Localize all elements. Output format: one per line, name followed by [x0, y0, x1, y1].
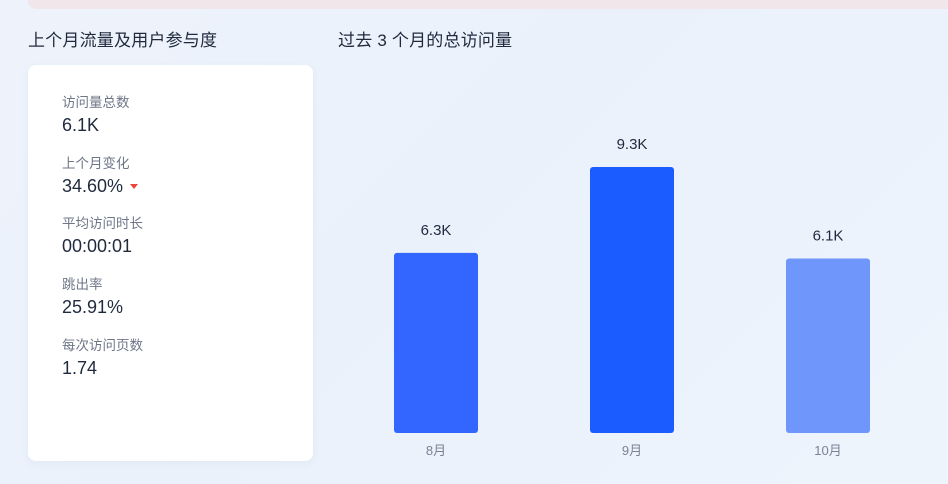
visits-chart-title: 过去 3 个月的总访问量 — [338, 31, 513, 50]
bar-chart-svg: 6.3K 8月 9.3K 9月 6.1K 10月 — [394, 136, 870, 458]
trend-down-icon — [130, 184, 139, 189]
stat-label: 每次访问页数 — [62, 338, 143, 353]
stat-value: 00:00:01 — [62, 236, 133, 256]
stat-label: 上个月变化 — [62, 156, 130, 171]
stat-label: 平均访问时长 — [62, 216, 143, 231]
stat-bounce-rate: 跳出率 25.91% — [62, 276, 123, 319]
x-tick-label: 9月 — [622, 443, 642, 458]
stat-value: 25.91% — [62, 297, 124, 317]
visits-bar-chart: 6.3K 8月 9.3K 9月 6.1K 10月 — [330, 60, 948, 484]
chart-bar[interactable] — [590, 167, 674, 433]
traffic-stats-card: 访问量总数 6.1K 上个月变化 34.60% 平均访问时长 00:00:01 … — [28, 65, 313, 461]
traffic-section-title: 上个月流量及用户参与度 — [28, 31, 218, 50]
bar-data-label: 6.3K — [421, 222, 452, 239]
stat-value: 6.1K — [62, 115, 100, 135]
chart-bar[interactable] — [394, 252, 478, 433]
chart-bar[interactable] — [786, 258, 870, 433]
stat-monthly-change: 上个月变化 34.60% — [62, 155, 139, 198]
bar-data-label: 6.1K — [813, 228, 844, 245]
stat-total-visits: 访问量总数 6.1K — [62, 94, 130, 137]
top-banner-strip — [28, 0, 948, 9]
x-tick-label: 10月 — [814, 443, 841, 458]
x-tick-label: 8月 — [426, 443, 446, 458]
bar-data-label: 9.3K — [617, 136, 648, 153]
stat-avg-duration: 平均访问时长 00:00:01 — [62, 215, 143, 258]
stat-label: 跳出率 — [62, 277, 103, 292]
stat-label: 访问量总数 — [62, 95, 130, 110]
stat-pages-per-visit: 每次访问页数 1.74 — [62, 337, 143, 380]
stat-value: 1.74 — [62, 358, 98, 378]
stat-value: 34.60% — [62, 176, 124, 196]
